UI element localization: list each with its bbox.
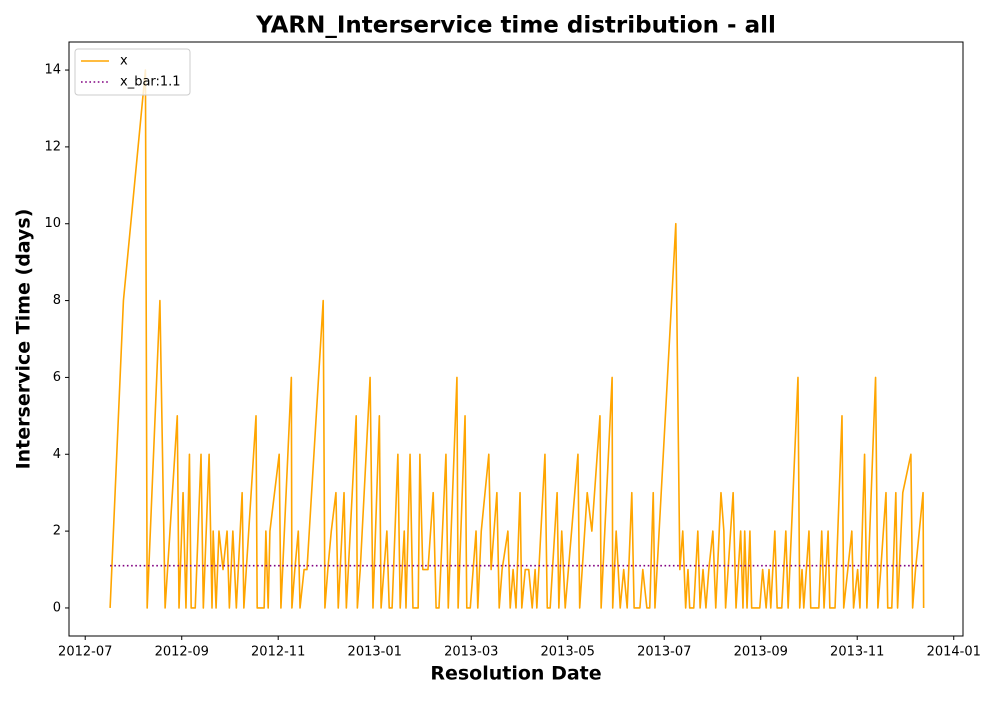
x-tick-label: 2013-07 [637,645,691,660]
y-axis-label: Interservice Time (days) [13,209,35,470]
y-tick-label: 6 [53,370,61,385]
x-tick-label: 2013-05 [541,645,595,660]
data-line [109,69,925,609]
y-tick-label: 14 [44,63,61,78]
x-tick-label: 2013-01 [348,645,402,660]
x-axis-label: Resolution Date [430,663,601,685]
x-tick-label: 2013-09 [734,645,788,660]
x-tick-label: 2012-11 [251,645,305,660]
y-tick-label: 12 [44,139,61,154]
x-tick-label: 2012-09 [155,645,209,660]
chart-title: YARN_Interservice time distribution - al… [255,13,776,39]
y-tick-label: 2 [53,524,61,539]
x-tick-label: 2013-03 [444,645,498,660]
y-tick-label: 10 [44,216,61,231]
x-tick-label: 2012-07 [58,645,112,660]
y-tick-label: 0 [53,600,61,615]
plot-frame [68,41,964,637]
legend-label: x_bar:1.1 [120,75,181,90]
x-tick-label: 2013-11 [830,645,884,660]
x-tick-label: 2014-01 [927,645,981,660]
y-tick-label: 4 [53,447,61,462]
legend-label: x [120,54,128,69]
legend: x x_bar:1.1 [74,48,191,96]
y-tick-label: 8 [53,293,61,308]
